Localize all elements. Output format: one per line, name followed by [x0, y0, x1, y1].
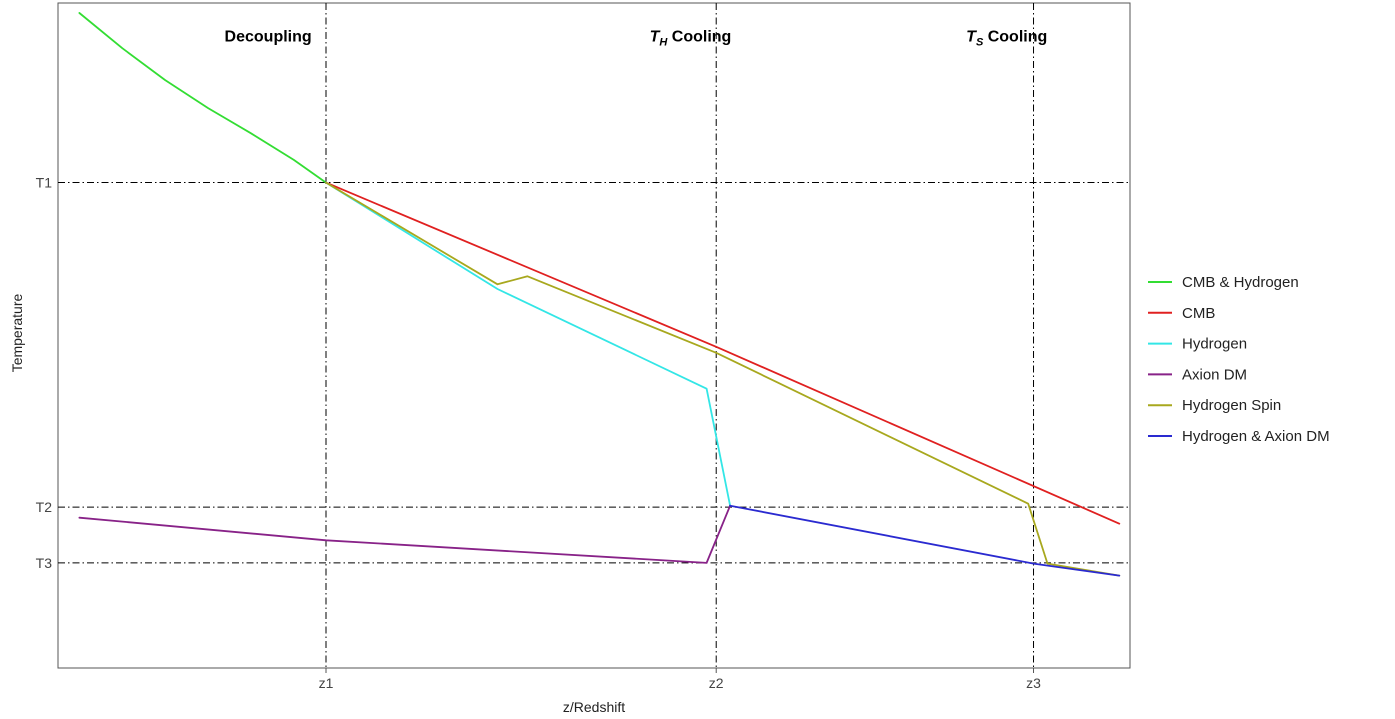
- legend-label-cmb-hydrogen: CMB & Hydrogen: [1182, 274, 1299, 291]
- legend: CMB & Hydrogen CMB Hydrogen Axion DM Hydroge…: [1148, 274, 1330, 445]
- tick-labels: z1 z2 z3 T1 T2 T3: [36, 175, 1041, 691]
- x-axis-label: z/Redshift: [563, 699, 625, 715]
- x-tick-label-z1: z1: [319, 675, 334, 691]
- series-line-cmb: [325, 181, 1121, 525]
- legend-label-hydrogen-axion-dm: Hydrogen & Axion DM: [1182, 428, 1330, 445]
- y-tick-label-T3: T3: [36, 555, 53, 571]
- x-tick-label-z3: z3: [1026, 675, 1041, 691]
- annotation-1: TH Cooling: [650, 29, 732, 49]
- legend-label-cmb: CMB: [1182, 305, 1215, 322]
- y-tick-label-T1: T1: [36, 175, 53, 191]
- legend-label-hydrogen-spin: Hydrogen Spin: [1182, 397, 1281, 414]
- legend-label-axion-dm: Axion DM: [1182, 366, 1247, 383]
- x-tick-label-z2: z2: [709, 675, 724, 691]
- series-line-hydrogen-axion-dm: [729, 504, 1121, 577]
- annotation-0: Decoupling: [225, 29, 312, 46]
- series-line-cmb-hydrogen: [78, 12, 327, 184]
- guide-lines: [58, 3, 1130, 668]
- y-axis-label: Temperature: [9, 293, 25, 372]
- region-annotations: Decoupling TH Cooling TS Cooling: [225, 29, 1048, 49]
- series-line-hydrogen-spin: [325, 181, 1121, 577]
- series-line-axion-dm: [78, 504, 731, 564]
- plot-frame: [57, 2, 1131, 669]
- y-tick-label-T2: T2: [36, 499, 53, 515]
- series-line-hydrogen: [325, 181, 731, 507]
- annotation-2: TS Cooling: [966, 29, 1047, 49]
- legend-label-hydrogen: Hydrogen: [1182, 336, 1247, 353]
- series-layer: [78, 12, 1121, 577]
